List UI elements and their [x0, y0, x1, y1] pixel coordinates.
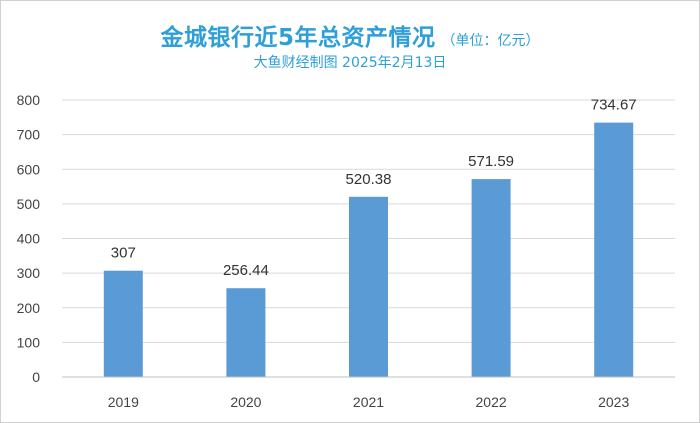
data-label: 520.38 — [346, 171, 392, 188]
x-axis: 2019 2020 2021 2022 2023 — [62, 376, 675, 410]
bar — [103, 270, 143, 377]
x-tick-label: 2020 — [230, 394, 261, 410]
x-tick-label: 2021 — [353, 394, 384, 410]
data-labels: 307 256.44 520.38 571.59 734.67 — [111, 97, 637, 280]
chart-title: 金城银行近5年总资产情况 — [160, 25, 436, 51]
data-label: 571.59 — [468, 153, 514, 170]
y-axis: 0 100 200 300 400 500 600 700 800 — [17, 92, 41, 385]
y-tick-label: 200 — [17, 300, 41, 316]
bar — [226, 288, 266, 377]
data-label: 256.44 — [223, 262, 269, 279]
bar — [594, 122, 634, 377]
bar — [349, 196, 388, 377]
x-tick-label: 2022 — [476, 394, 507, 410]
y-tick-label: 600 — [17, 161, 41, 177]
chart-subtitle: 大鱼财经制图 2025年2月13日 — [253, 55, 447, 71]
chart-title-row: 金城银行近5年总资产情况 （单位：亿元） — [0, 18, 700, 52]
data-label: 307 — [111, 245, 136, 262]
chart-unit: （单位：亿元） — [441, 33, 540, 49]
y-tick-label: 500 — [17, 196, 41, 212]
y-tick-label: 400 — [17, 231, 41, 247]
y-tick-label: 700 — [17, 127, 41, 143]
y-tick-label: 300 — [17, 265, 41, 281]
x-tick-label: 2019 — [108, 394, 139, 410]
bar — [471, 179, 511, 377]
x-tick-label: 2023 — [598, 394, 629, 410]
y-tick-label: 0 — [32, 369, 40, 385]
y-tick-label: 100 — [17, 334, 41, 350]
bars — [103, 122, 634, 377]
data-label: 734.67 — [591, 97, 637, 114]
y-tick-label: 800 — [17, 92, 41, 108]
